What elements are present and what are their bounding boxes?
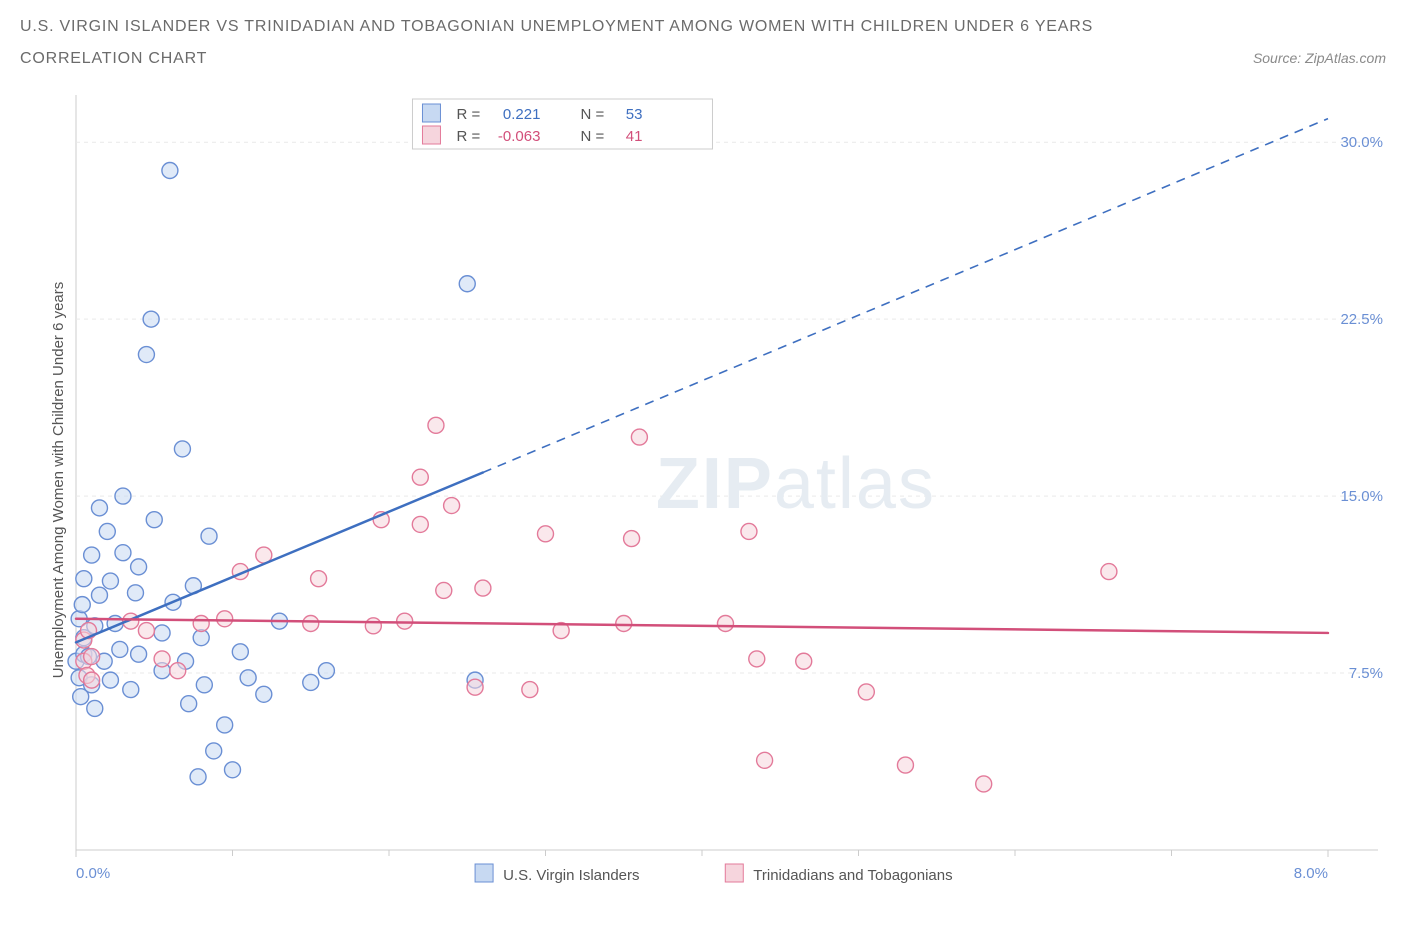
source-label: Source: ZipAtlas.com: [1253, 50, 1386, 66]
chart-container: Unemployment Among Women with Children U…: [38, 90, 1388, 895]
svg-text:53: 53: [626, 106, 643, 123]
svg-text:7.5%: 7.5%: [1349, 665, 1383, 682]
svg-text:N =: N =: [580, 106, 604, 123]
svg-text:N =: N =: [580, 128, 604, 145]
svg-text:Trinidadians and Tobagonians: Trinidadians and Tobagonians: [753, 867, 952, 884]
svg-text:41: 41: [626, 128, 643, 145]
chart-title-block: U.S. VIRGIN ISLANDER VS TRINIDADIAN AND …: [20, 18, 1266, 68]
chart-title-line1: U.S. VIRGIN ISLANDER VS TRINIDADIAN AND …: [20, 18, 1266, 36]
svg-text:0.221: 0.221: [503, 106, 541, 123]
chart-title-line2: CORRELATION CHART: [20, 50, 1266, 68]
svg-text:15.0%: 15.0%: [1340, 488, 1383, 505]
svg-text:8.0%: 8.0%: [1294, 865, 1328, 882]
svg-text:22.5%: 22.5%: [1340, 311, 1383, 328]
svg-text:ZIPatlas: ZIPatlas: [656, 444, 936, 524]
scatter-chart: 0.0% 8.0% 7.5% 15.0% 22.5% 30.0% ZIPatlas R = 0.…: [38, 90, 1388, 895]
y-axis-label: Unemployment Among Women with Children U…: [50, 170, 67, 790]
svg-text:R =: R =: [456, 128, 480, 145]
svg-text:0.0%: 0.0%: [76, 865, 110, 882]
svg-text:30.0%: 30.0%: [1340, 134, 1383, 151]
svg-text:U.S. Virgin Islanders: U.S. Virgin Islanders: [503, 867, 639, 884]
svg-text:-0.063: -0.063: [498, 128, 541, 145]
svg-text:R =: R =: [456, 106, 480, 123]
